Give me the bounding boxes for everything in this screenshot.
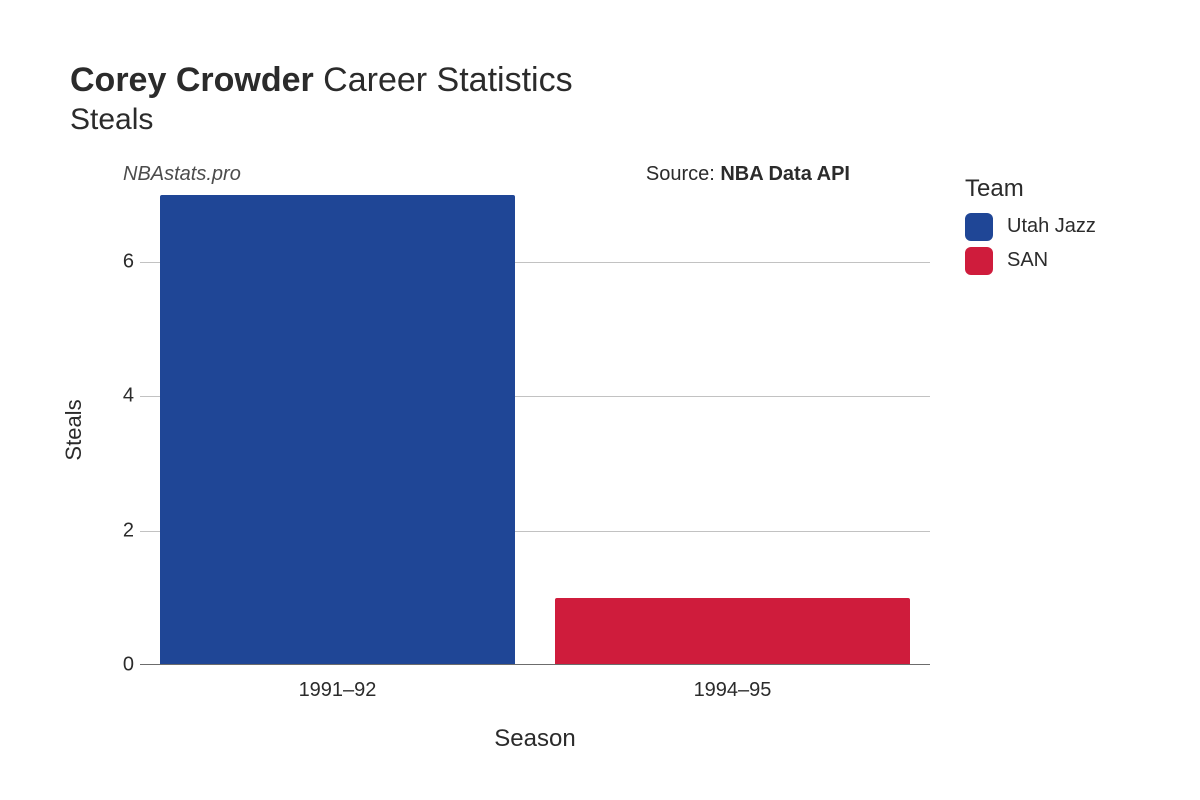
y-tick-label: 0 — [110, 653, 134, 676]
legend-swatch — [965, 247, 993, 275]
y-tick-label: 4 — [110, 385, 134, 408]
chart-container: Corey Crowder Career Statistics Steals N… — [0, 0, 1200, 800]
source-prefix: Source: — [646, 163, 720, 185]
legend-swatch — [965, 213, 993, 241]
x-axis-baseline — [140, 664, 930, 665]
x-tick-label: 1991–92 — [299, 679, 377, 702]
chart-area: Steals 0246 1991–921994–95 Season Team U… — [70, 195, 1130, 755]
bars-group — [140, 195, 930, 665]
y-tick-label: 6 — [110, 250, 134, 273]
x-axis-label: Season — [494, 725, 575, 753]
chart-subtitle: Steals — [70, 103, 1130, 137]
legend: Team Utah Jazz SAN — [965, 175, 1096, 281]
title-player-name: Corey Crowder — [70, 61, 314, 99]
legend-label: SAN — [1007, 249, 1048, 272]
source-name: NBA Data API — [720, 163, 850, 185]
legend-item: SAN — [965, 247, 1096, 275]
y-tick-label: 2 — [110, 519, 134, 542]
y-axis-label: Steals — [61, 399, 87, 460]
bar — [555, 598, 910, 665]
plot-region — [140, 195, 930, 665]
legend-item: Utah Jazz — [965, 213, 1096, 241]
legend-title: Team — [965, 175, 1096, 203]
legend-label: Utah Jazz — [1007, 215, 1096, 238]
chart-title: Corey Crowder Career Statistics — [70, 60, 1130, 101]
watermark: NBAstats.pro — [123, 163, 241, 186]
x-tick-label: 1994–95 — [694, 679, 772, 702]
title-rest: Career Statistics — [314, 61, 573, 99]
title-block: Corey Crowder Career Statistics Steals — [70, 60, 1130, 137]
bar — [160, 195, 515, 665]
source-label: Source: NBA Data API — [646, 163, 850, 186]
